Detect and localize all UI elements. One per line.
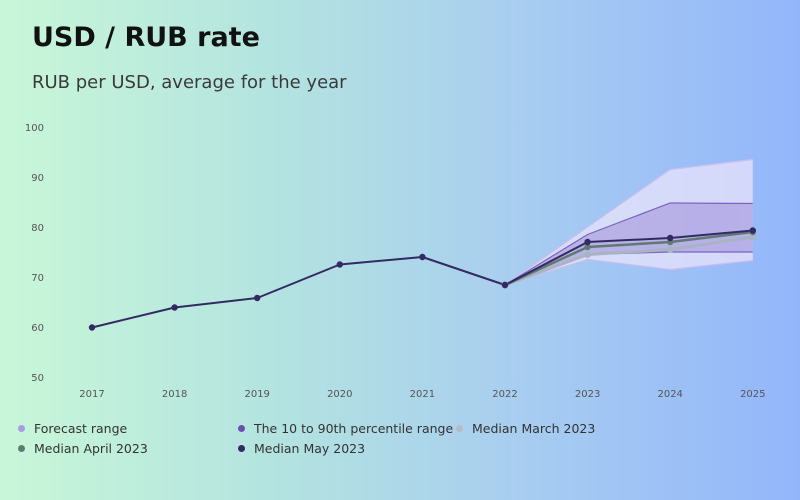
x-tick-label: 2021 — [410, 389, 435, 400]
y-tick-label: 90 — [31, 173, 44, 184]
legend-item-median-april: Median April 2023 — [18, 441, 148, 456]
y-tick-label: 80 — [31, 223, 44, 234]
x-tick-label: 2020 — [327, 389, 352, 400]
band-lower-edge — [504, 258, 753, 286]
data-point — [501, 281, 509, 289]
legend-item-forecast-range: Forecast range — [18, 421, 127, 436]
y-tick-label: 50 — [31, 373, 44, 384]
data-point — [171, 304, 178, 311]
legend-item-percentile-range: The 10 to 90th percentile range — [238, 421, 453, 436]
x-tick-label: 2018 — [162, 389, 187, 400]
legend-dot-icon — [238, 425, 245, 432]
legend-dot-icon — [238, 445, 245, 452]
y-tick-label: 100 — [25, 123, 44, 134]
data-point — [254, 294, 261, 302]
x-tick-label: 2022 — [492, 389, 517, 400]
x-tick-label: 2023 — [575, 389, 600, 400]
chart-subtitle: RUB per USD, average for the year — [32, 72, 347, 93]
series-points — [88, 227, 757, 331]
x-tick-label: 2025 — [740, 389, 765, 400]
data-point — [666, 246, 674, 253]
legend-dot-icon — [18, 425, 25, 432]
legend-dot-icon — [456, 425, 463, 432]
x-axis: 2017 2018 2019 2020 2021 2022 2023 2024 2025 — [79, 389, 765, 400]
legend-dot-icon — [18, 445, 25, 452]
legend-label: Median March 2023 — [472, 421, 596, 436]
data-point — [584, 243, 591, 251]
legend-label: The 10 to 90th percentile range — [254, 421, 454, 436]
series-line — [504, 235, 754, 287]
legend-item-median-may: Median May 2023 — [238, 441, 365, 456]
x-tick-label: 2019 — [244, 389, 269, 400]
x-tick-label: 2024 — [657, 389, 682, 400]
y-tick-label: 70 — [31, 273, 44, 284]
band-upper-edge — [504, 158, 753, 286]
data-point — [88, 324, 96, 331]
legend-item-median-march: Median March 2023 — [456, 421, 595, 436]
data-point — [749, 227, 756, 234]
data-point — [336, 261, 343, 268]
data-point — [667, 234, 674, 242]
y-tick-label: 60 — [31, 323, 44, 334]
series-line — [504, 230, 753, 287]
data-point — [584, 238, 591, 246]
legend-label: Median April 2023 — [34, 441, 148, 456]
legend-label: Median May 2023 — [254, 441, 366, 456]
chart-title: USD / RUB rate — [32, 22, 260, 53]
data-point — [584, 251, 592, 258]
data-point — [419, 253, 426, 261]
y-axis: 50 60 70 80 90 100 — [25, 123, 44, 384]
x-tick-label: 2017 — [79, 389, 104, 400]
band-upper-edge — [504, 202, 753, 286]
data-point — [749, 233, 757, 241]
legend-label: Forecast range — [34, 421, 128, 436]
